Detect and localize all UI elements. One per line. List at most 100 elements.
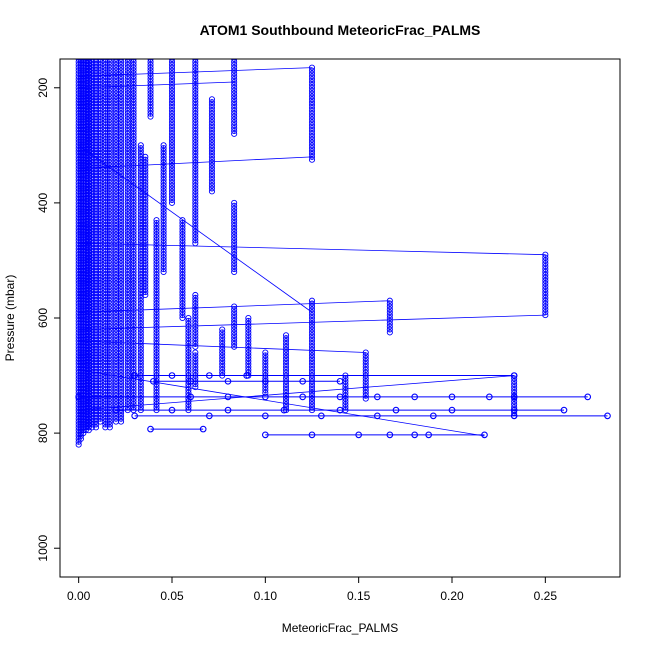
point-column-22: [219, 326, 226, 379]
data-point: [231, 332, 238, 339]
data-point: [147, 96, 154, 103]
data-point: [130, 300, 137, 307]
data-point: [192, 90, 199, 97]
data-point: [130, 297, 137, 304]
data-point: [185, 314, 192, 322]
data-point: [245, 337, 252, 345]
data-point: [231, 323, 238, 330]
data-point: [142, 176, 149, 183]
data-point: [142, 208, 149, 215]
data-point: [208, 142, 215, 149]
data-point: [208, 113, 215, 120]
data-point: [106, 297, 113, 304]
data-point: [283, 335, 290, 342]
point-column-29: [97, 59, 104, 425]
data-point: [308, 349, 316, 356]
data-point: [130, 381, 137, 388]
data-point: [112, 286, 120, 293]
data-point: [187, 377, 195, 385]
data-point: [208, 171, 215, 178]
point-column-19: [262, 349, 269, 396]
data-point: [92, 93, 100, 100]
data-point: [308, 93, 316, 100]
data-point: [97, 90, 104, 97]
data-point: [75, 415, 82, 422]
data-point: [106, 363, 113, 370]
data-point: [168, 78, 176, 86]
data-point: [308, 314, 316, 322]
data-point: [192, 355, 199, 362]
data-point: [75, 191, 82, 198]
data-point: [97, 332, 104, 339]
data-point: [130, 179, 137, 186]
data-point: [112, 185, 120, 192]
data-point: [192, 329, 199, 336]
data-point: [75, 101, 82, 109]
data-point: [168, 196, 176, 204]
data-point: [75, 435, 82, 442]
data-point: [112, 73, 120, 80]
data-point: [106, 355, 113, 362]
data-point: [124, 81, 131, 88]
data-point: [153, 243, 160, 250]
data-point: [75, 312, 82, 319]
data-point: [124, 145, 131, 152]
x-axis: 0.00 0.05 0.10 0.15 0.20 0.25: [67, 576, 557, 603]
data-point: [124, 211, 131, 218]
data-point: [92, 208, 100, 215]
data-point: [97, 326, 104, 333]
data-point: [192, 122, 199, 129]
data-point: [124, 306, 131, 313]
data-point: [192, 70, 199, 77]
data-point: [142, 237, 149, 244]
data-point: [97, 271, 104, 278]
data-point: [153, 254, 160, 261]
point-column-18: [192, 349, 199, 391]
data-point: [92, 67, 100, 74]
data-point: [192, 306, 199, 313]
data-point: [168, 113, 176, 120]
data-point: [137, 323, 144, 330]
data-point: [542, 254, 549, 261]
data-point: [160, 245, 167, 252]
data-point: [179, 312, 186, 319]
data-point: [168, 87, 176, 94]
data-point: [130, 245, 137, 252]
data-point: [153, 274, 160, 281]
data-point: [92, 125, 100, 132]
data-point: [75, 130, 82, 137]
data-point: [92, 363, 100, 370]
data-point: [130, 104, 137, 111]
data-point: [542, 251, 549, 258]
data-point: [137, 360, 144, 368]
data-point: [124, 268, 131, 276]
data-point: [481, 431, 488, 439]
data-point: [130, 314, 137, 322]
data-point: [231, 343, 238, 350]
data-point: [124, 127, 131, 134]
data-point: [124, 317, 131, 324]
data-point: [97, 260, 104, 267]
data-point: [75, 398, 82, 405]
data-point: [97, 360, 104, 368]
data-point: [208, 96, 215, 103]
data-point: [97, 274, 104, 281]
data-point: [106, 312, 113, 319]
data-point: [106, 317, 113, 324]
data-point: [130, 191, 137, 198]
data-point: [106, 346, 113, 353]
data-point: [97, 366, 104, 373]
data-point: [106, 395, 113, 402]
data-point: [106, 257, 113, 264]
data-point: [106, 260, 113, 267]
data-point: [97, 358, 104, 365]
data-point: [112, 168, 120, 175]
data-point: [106, 381, 113, 388]
data-point: [92, 418, 100, 425]
data-point: [231, 231, 238, 238]
data-point: [106, 165, 113, 172]
data-point: [112, 406, 120, 414]
data-point: [185, 329, 192, 336]
data-point: [75, 156, 82, 163]
y-axis-label: Pressure (mbar): [3, 275, 17, 362]
